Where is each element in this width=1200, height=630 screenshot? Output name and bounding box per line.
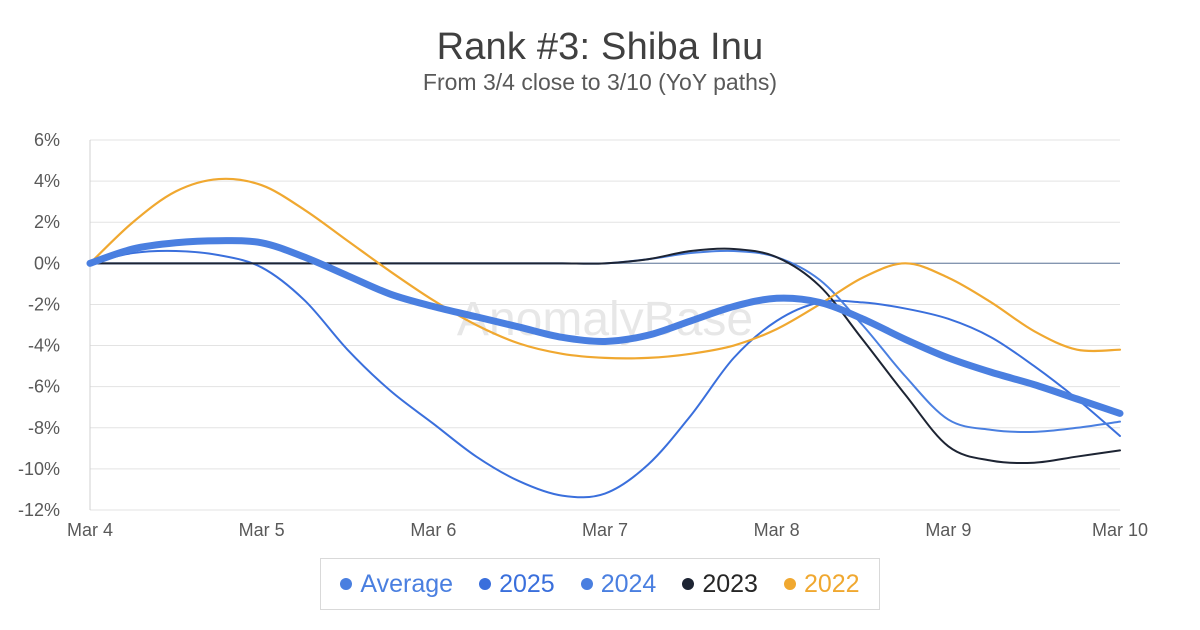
y-tick-label: 2%	[34, 212, 60, 232]
x-tick-label: Mar 4	[67, 520, 113, 540]
chart-subtitle: From 3/4 close to 3/10 (YoY paths)	[422, 69, 778, 95]
y-tick-label: -8%	[28, 418, 60, 438]
legend-label: Average	[360, 569, 454, 598]
legend-label: 2025	[499, 569, 555, 598]
legend-label: 2022	[803, 569, 860, 598]
series-line-2022	[88, 177, 1122, 360]
legend-item-2024: 2024	[580, 569, 657, 599]
x-tick-label: Mar 6	[410, 520, 456, 540]
legend-label: 2023	[702, 569, 758, 598]
y-tick-label: -12%	[18, 500, 60, 520]
x-tick-label: Mar 10	[1092, 520, 1148, 540]
legend: Average 2025 2024 2023 2022	[320, 558, 880, 610]
y-tick-label: -6%	[28, 377, 60, 397]
legend-marker	[479, 578, 492, 590]
legend-item-2025: 2025	[479, 570, 555, 599]
series-line-2025	[89, 249, 1121, 499]
legend-item-average: Average	[340, 570, 453, 599]
y-tick-label: 4%	[34, 171, 60, 191]
x-tick-label: Mar 9	[925, 520, 971, 540]
y-tick-label: 0%	[34, 253, 60, 273]
x-tick-label: Mar 5	[239, 520, 285, 540]
legend-marker	[580, 578, 593, 590]
legend-item-2023: 2023	[682, 570, 758, 599]
legend-marker	[340, 578, 353, 590]
y-tick-label: -4%	[28, 336, 60, 356]
y-tick-label: -2%	[28, 294, 60, 314]
grid-layer	[89, 139, 1120, 511]
series-layer	[86, 177, 1124, 499]
legend-marker	[783, 578, 796, 590]
legend-label: 2024	[600, 569, 657, 598]
y-axis-ticks: 6% 4% 2% 0% -2% -4% -6% -8% -10% -12%	[18, 130, 60, 520]
series-line-2023	[89, 247, 1121, 465]
y-tick-label: -10%	[18, 459, 60, 479]
x-tick-label: Mar 8	[754, 520, 800, 540]
legend-marker	[682, 578, 695, 590]
chart-title: Rank #3: Shiba Inu	[436, 26, 764, 68]
x-axis-ticks: Mar 4 Mar 5 Mar 6 Mar 7 Mar 8 Mar 9 Mar 10	[67, 520, 1148, 540]
legend-item-2022: 2022	[783, 569, 860, 599]
y-tick-label: 6%	[34, 130, 60, 150]
series-line-average	[86, 237, 1124, 417]
x-tick-label: Mar 7	[582, 520, 628, 540]
